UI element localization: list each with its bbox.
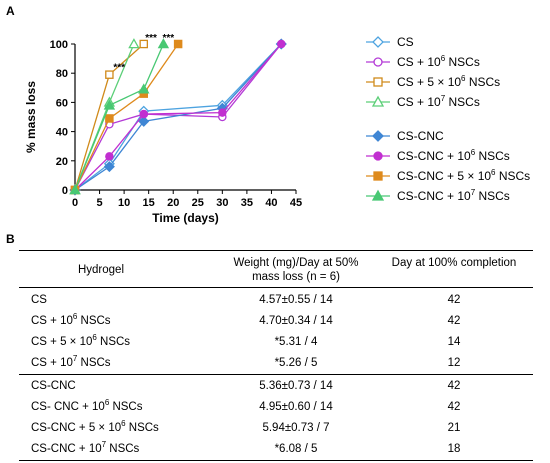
- cell-weight: 5.94±0.73 / 7: [262, 422, 330, 434]
- legend-item: CS + 106 NSCs: [365, 54, 480, 70]
- cell-completion-day: 12: [447, 357, 461, 369]
- data-point: [103, 161, 115, 173]
- legend-item: CS: [365, 34, 414, 50]
- header-weight-line2: mass loss (n = 6): [252, 271, 340, 283]
- legend-swatch: [366, 171, 390, 181]
- legend-swatch: [366, 57, 390, 67]
- panel-a-label: A: [6, 4, 15, 18]
- x-tick-label: 5: [96, 197, 102, 209]
- series-line: [74, 43, 179, 191]
- x-axis-label: Time (days): [152, 211, 218, 225]
- cell-hydrogel: CS-CNC: [31, 380, 76, 392]
- legend-label: CS-CNC + 107 NSCs: [397, 188, 510, 204]
- cell-completion-day: 42: [447, 401, 461, 413]
- panel-b-label: B: [6, 232, 15, 246]
- legend-item: CS-CNC + 107 NSCs: [365, 188, 510, 204]
- x-tick-label: 20: [167, 197, 179, 209]
- legend-label: CS-CNC: [397, 129, 444, 143]
- legend-item: CS + 107 NSCs: [365, 94, 480, 110]
- legend-swatch: [366, 151, 390, 161]
- legend-label: CS + 5 × 106 NSCs: [397, 74, 501, 90]
- significance-annotation: ***: [162, 33, 174, 44]
- legend-label: CS + 106 NSCs: [397, 54, 480, 70]
- cell-completion-day: 18: [447, 443, 461, 455]
- data-point: [138, 115, 150, 127]
- y-tick-label: 80: [56, 68, 68, 80]
- y-tick-label: 20: [56, 156, 68, 168]
- cell-completion-day: 42: [447, 380, 461, 392]
- data-point: [128, 38, 140, 49]
- legend-item: CS-CNC: [365, 128, 444, 144]
- legend-item: CS-CNC + 5 × 106 NSCs: [365, 168, 530, 184]
- cell-completion-day: 21: [447, 422, 461, 434]
- legend-swatch: [366, 189, 390, 201]
- legend-swatch: [366, 36, 390, 48]
- data-point: [139, 109, 149, 119]
- x-tick-label: 25: [192, 197, 204, 209]
- data-point: [218, 108, 227, 117]
- data-point: [139, 39, 149, 49]
- legend-item: CS + 5 × 106 NSCs: [365, 74, 500, 90]
- table-bottom-rule: [19, 460, 533, 461]
- cell-weight: *5.26 / 5: [274, 357, 318, 369]
- legend-label: CS: [397, 35, 414, 49]
- data-point: [105, 152, 114, 161]
- data-point: [277, 39, 286, 49]
- cell-hydrogel: CS: [31, 294, 47, 306]
- y-tick-label: 40: [56, 127, 68, 139]
- table-group-rule: [19, 374, 533, 375]
- y-tick-label: 60: [56, 97, 68, 109]
- cell-hydrogel: CS + 107 NSCs: [31, 354, 111, 369]
- cell-hydrogel: CS + 5 × 106 NSCs: [31, 333, 131, 348]
- significance-annotation: ***: [113, 62, 125, 73]
- legend-swatch: [366, 77, 390, 87]
- cell-weight: 4.70±0.34 / 14: [259, 315, 333, 327]
- significance-annotation: ***: [145, 33, 157, 44]
- data-point: [105, 70, 114, 79]
- y-axis-label: % mass loss: [24, 81, 38, 153]
- y-tick-label: 100: [50, 39, 68, 51]
- cell-weight: *5.31 / 4: [274, 336, 318, 348]
- cell-hydrogel: CS-CNC + 5 × 106 NSCs: [31, 419, 159, 434]
- data-point: [138, 83, 150, 94]
- legend-swatch: [366, 95, 390, 107]
- x-tick-label: 15: [143, 197, 155, 209]
- x-tick-label: 40: [265, 197, 277, 209]
- legend-label: CS-CNC + 5 × 106 NSCs: [397, 168, 531, 184]
- legend-label: CS + 107 NSCs: [397, 94, 480, 110]
- x-tick-label: 10: [118, 197, 130, 209]
- cell-weight: 4.57±0.55 / 14: [259, 294, 333, 306]
- x-tick-label: 30: [216, 197, 228, 209]
- cell-completion-day: 42: [447, 294, 461, 306]
- header-weight-line1: Weight (mg)/Day at 50%: [233, 257, 359, 269]
- mass-loss-chart: 0 5 10 15 20 25 30 35 40 45 0 20 40 60 80 100 Time (days…: [24, 33, 302, 225]
- legend-label: CS-CNC + 106 NSCs: [397, 148, 510, 164]
- data-point: [69, 184, 81, 195]
- table-top-rule: [19, 250, 533, 251]
- data-point: [105, 114, 114, 123]
- y-tick-label: 0: [62, 185, 68, 197]
- cell-weight: 5.36±0.73 / 14: [259, 380, 333, 392]
- table-header-rule: [19, 287, 533, 288]
- data-point: [173, 39, 183, 49]
- series-line: [74, 43, 164, 191]
- cell-hydrogel: CS-CNC + 107 NSCs: [31, 440, 140, 455]
- cell-hydrogel: CS- CNC + 106 NSCs: [31, 398, 143, 413]
- data-point: [157, 38, 170, 49]
- x-tick-label: 0: [72, 197, 78, 209]
- header-completion: Day at 100% completion: [391, 257, 517, 269]
- cell-weight: 4.95±0.60 / 14: [259, 401, 333, 413]
- cell-completion-day: 42: [447, 315, 461, 327]
- legend-swatch: [366, 130, 390, 142]
- cell-hydrogel: CS + 106 NSCs: [31, 312, 111, 327]
- cell-weight: *6.08 / 5: [274, 443, 318, 455]
- x-tick-label: 45: [290, 197, 302, 209]
- data-point: [103, 99, 116, 110]
- x-tick-label: 35: [241, 197, 253, 209]
- legend-item: CS-CNC + 106 NSCs: [365, 148, 510, 164]
- cell-completion-day: 14: [447, 336, 461, 348]
- header-hydrogel: Hydrogel: [77, 264, 125, 276]
